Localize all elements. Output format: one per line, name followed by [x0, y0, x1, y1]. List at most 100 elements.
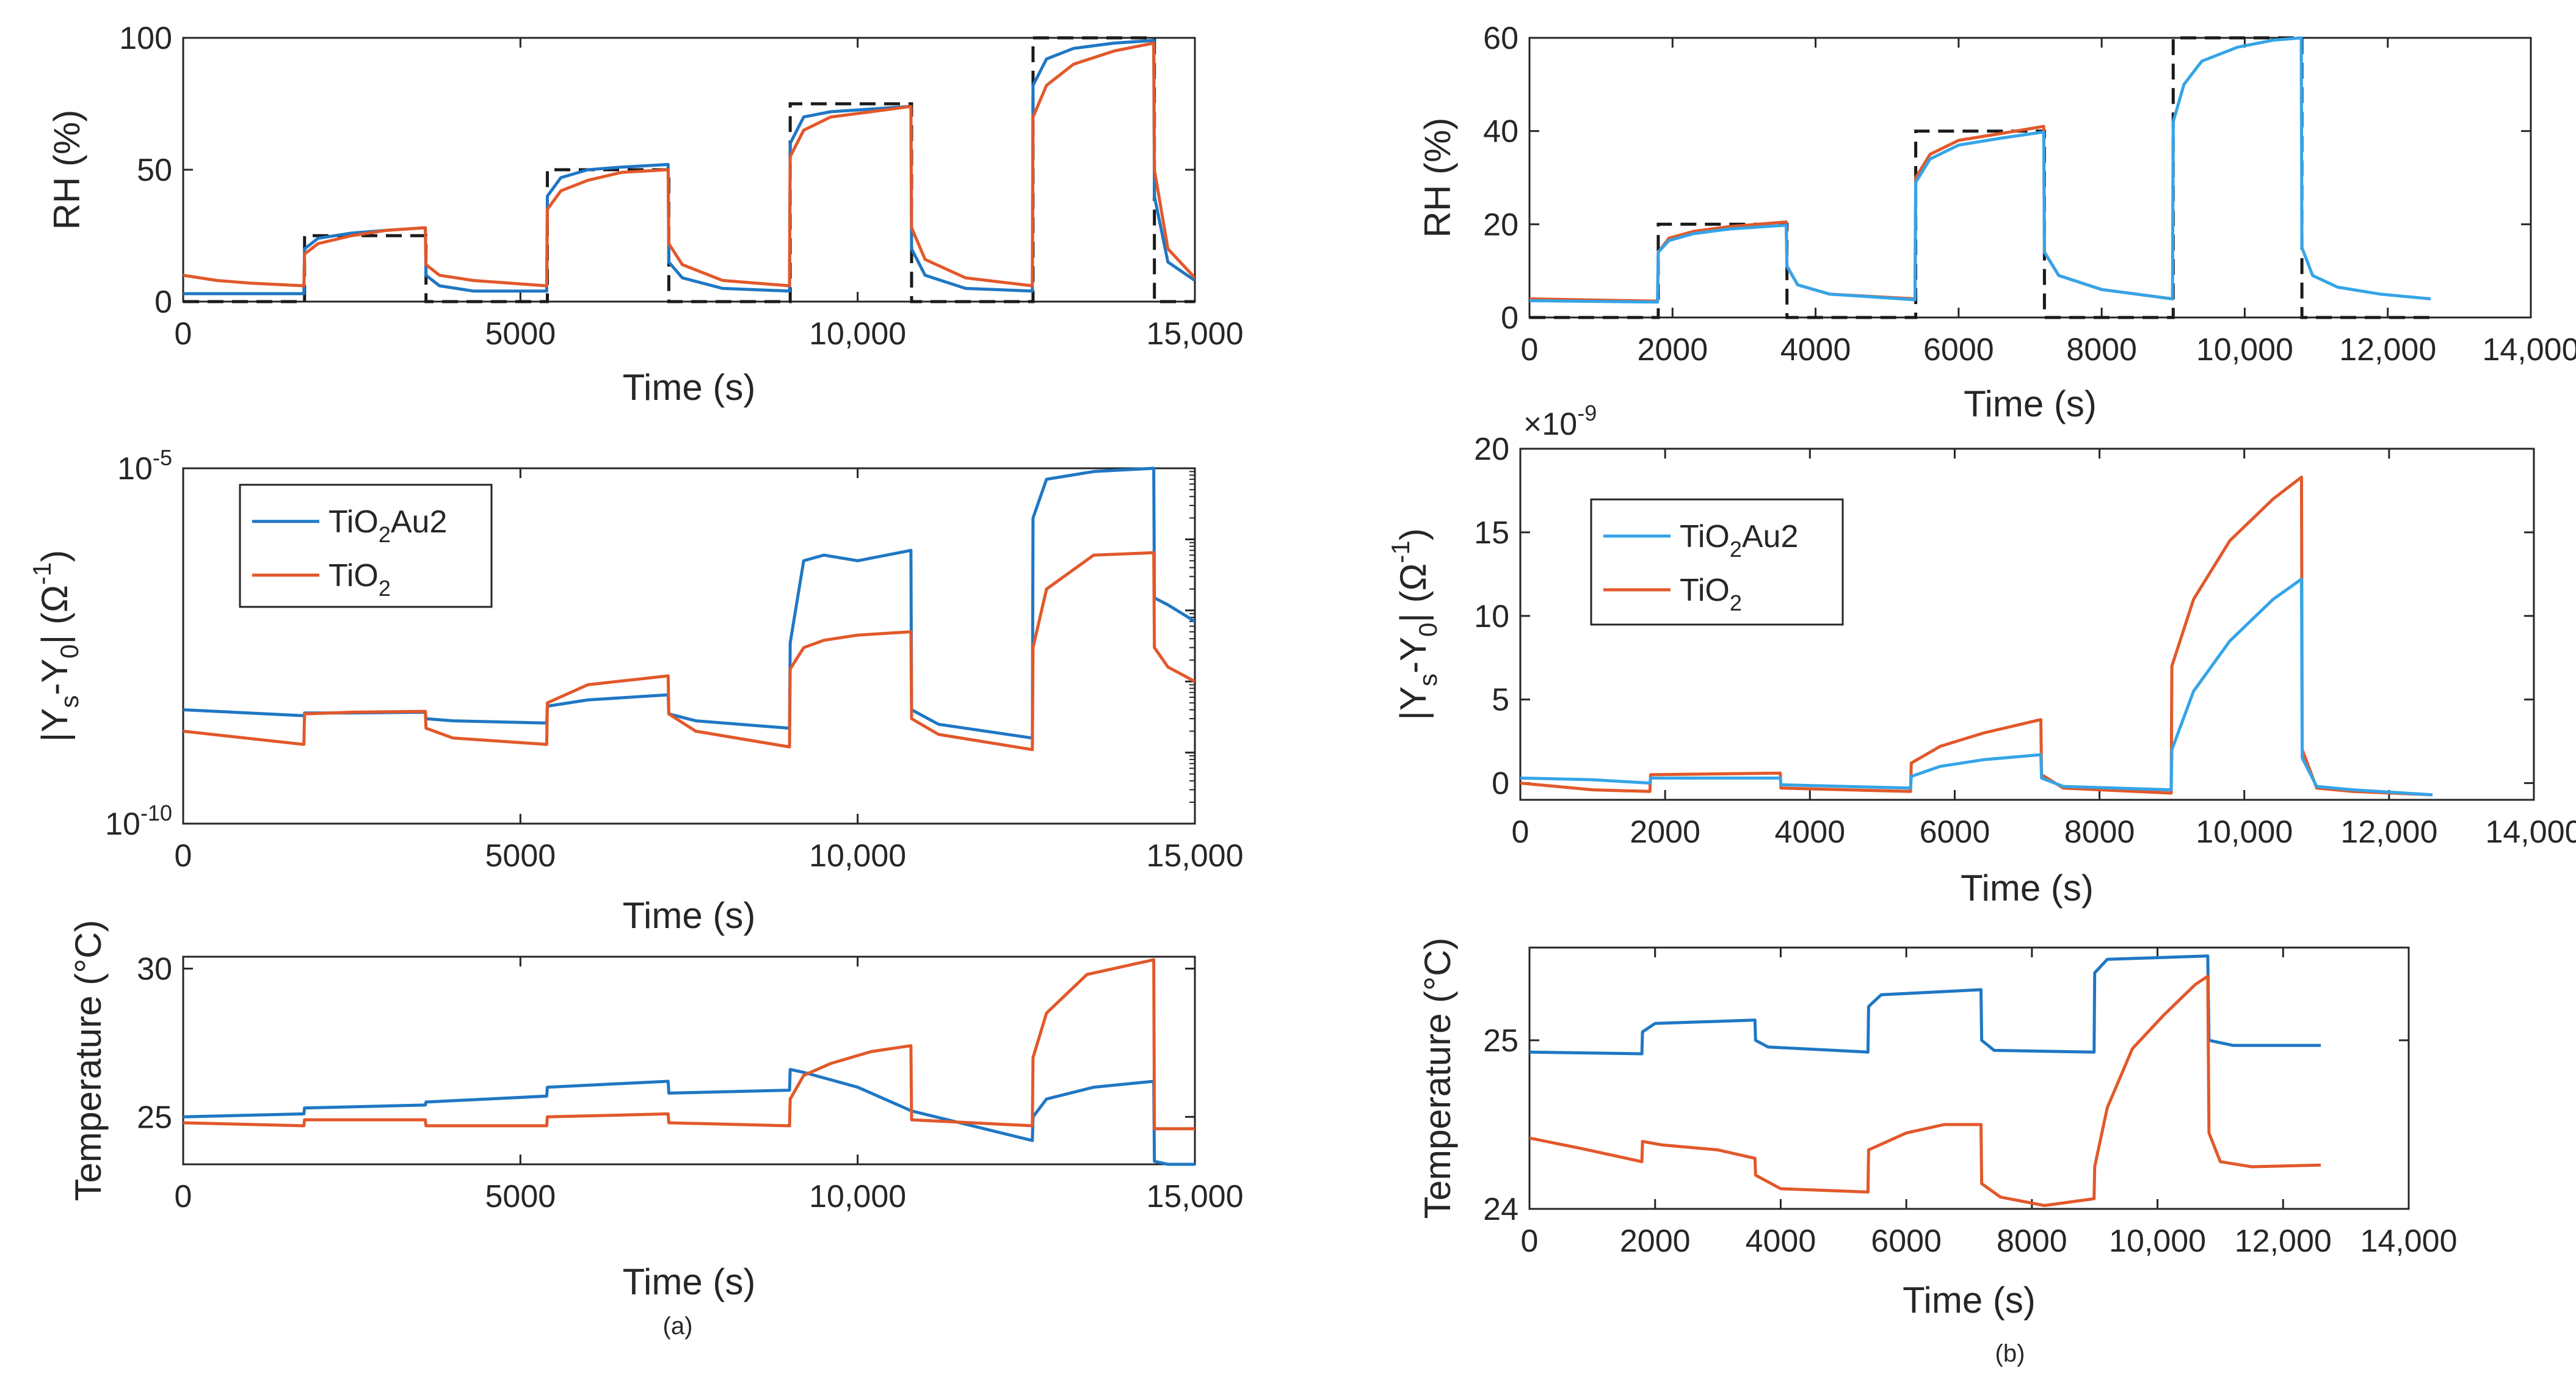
chart-b1: 0 2000 4000 6000 8000 10,000 12,000 14,000 0 20 40…	[1417, 21, 2576, 424]
x-tick-label: 10,000	[2109, 1224, 2206, 1259]
x-tick-label: 5000	[485, 316, 556, 352]
x-tick-label: 0	[1521, 332, 1539, 368]
x-tick-label: 4000	[1774, 814, 1845, 850]
series-line-tio2au2	[183, 1068, 1195, 1166]
x-tick-label: 15,000	[1146, 1179, 1243, 1214]
x-tick-label: 10,000	[2196, 332, 2293, 368]
x-tick-label: 6000	[1920, 814, 1990, 850]
chart-b3: 0 2000 4000 6000 8000 10,000 12,000 14,000 24 25 T…	[1417, 938, 2458, 1321]
axes-box	[1528, 946, 2410, 1210]
x-tick-label: 5000	[485, 838, 556, 874]
y-axis-label: |Ys​-Y0​| (Ω-1​)	[27, 550, 84, 742]
legend-entry: TiO2​	[328, 558, 391, 601]
y-axis-label: Temperature (°C)	[68, 920, 109, 1202]
x-tick-label: 10,000	[809, 838, 906, 874]
x-tick-label: 14,000	[2482, 332, 2576, 368]
y-tick-label: 50	[137, 153, 172, 188]
x-tick-label: 10,000	[809, 1179, 906, 1214]
y-axis-label: |Ys​-Y0​| (Ω-1​)	[1386, 528, 1442, 720]
rh-setpoint-line	[183, 36, 1195, 303]
series-line-tio2au2	[1520, 578, 2433, 797]
x-axis-label: Time (s)	[1903, 1280, 2036, 1321]
series-line-tio2	[183, 551, 1195, 752]
x-tick-label: 2000	[1620, 1224, 1691, 1259]
panel-label-a: (a)	[663, 1313, 693, 1340]
x-axis-label: Time (s)	[1964, 383, 2097, 424]
axes-box	[182, 467, 1196, 825]
x-axis-label: Time (s)	[623, 1261, 756, 1302]
y-tick-label: 24	[1483, 1192, 1518, 1227]
x-tick-label: 0	[175, 316, 192, 352]
series-line-tio2	[183, 42, 1195, 288]
x-tick-label: 15,000	[1146, 838, 1243, 874]
x-tick-label: 8000	[1997, 1224, 2067, 1259]
y-tick-label: 20	[1483, 207, 1518, 242]
legend: TiO2​Au2 TiO2​	[1590, 498, 1844, 626]
series-line-tio2au2	[1529, 954, 2321, 1056]
y-scale-note: ×10-9​	[1523, 401, 1597, 442]
panel-label-b: (b)	[1995, 1340, 2025, 1367]
y-tick-label: 5	[1492, 683, 1509, 718]
y-tick-label: 10-10​	[105, 800, 172, 842]
x-tick-label: 8000	[2064, 814, 2135, 850]
x-axis-label: Time (s)	[623, 895, 756, 936]
legend: TiO2​Au2 TiO2​	[239, 484, 493, 608]
x-tick-label: 6000	[1871, 1224, 1942, 1259]
y-tick-label: 10	[1474, 599, 1509, 634]
rh-setpoint-line	[1529, 36, 2431, 319]
x-tick-label: 14,000	[2360, 1224, 2457, 1259]
y-tick-label: 0	[1501, 300, 1518, 336]
x-tick-label: 14,000	[2485, 814, 2576, 850]
legend-entry: TiO2​Au2	[328, 504, 447, 547]
y-tick-label: 25	[1483, 1023, 1518, 1059]
y-tick-label: 10-5​	[117, 445, 172, 487]
legend-entry: TiO2​	[1680, 573, 1742, 615]
y-tick-label: 100	[119, 21, 172, 56]
axes-box	[1519, 448, 2535, 801]
chart-a3: 0 5000 10,000 15,000 25 30 Time (s) Temperature…	[68, 920, 1244, 1302]
y-tick-label: 20	[1474, 432, 1509, 467]
chart-a1: 0 5000 10,000 15,000 0 50 100 Time (s) RH (%)	[46, 21, 1244, 408]
x-tick-label: 0	[175, 1179, 192, 1214]
y-axis-label: Temperature (°C)	[1417, 938, 1458, 1219]
axes-box	[1528, 37, 2532, 319]
chart-b2: 0 2000 4000 6000 8000 10,000 12,000 14,000 0 5 10 1…	[1386, 401, 2576, 908]
x-tick-label: 12,000	[2235, 1224, 2332, 1259]
y-tick-label: 0	[154, 285, 172, 320]
x-tick-label: 12,000	[2339, 332, 2436, 368]
series-line-tio2	[1529, 974, 2321, 1207]
x-tick-label: 2000	[1630, 814, 1700, 850]
legend-entry: TiO2​Au2	[1680, 519, 1798, 562]
x-tick-label: 10,000	[2196, 814, 2293, 850]
y-tick-label: 15	[1474, 515, 1509, 551]
chart-a2: 0 5000 10,000 15,000 10-10​ 10-5​ Time (s) |Ys​…	[27, 445, 1244, 936]
y-tick-label: 40	[1483, 114, 1518, 150]
legend-box	[239, 484, 493, 608]
x-tick-label: 15,000	[1146, 316, 1243, 352]
x-tick-label: 0	[175, 838, 192, 874]
x-tick-label: 12,000	[2340, 814, 2437, 850]
y-axis-label: RH (%)	[46, 110, 87, 230]
x-axis-label: Time (s)	[1961, 868, 2094, 908]
y-tick-label: 30	[137, 951, 172, 987]
y-axis-label: RH (%)	[1417, 118, 1458, 238]
x-axis-label: Time (s)	[623, 367, 756, 408]
x-tick-label: 8000	[2066, 332, 2137, 368]
y-tick-label: 25	[137, 1100, 172, 1135]
x-tick-label: 6000	[1923, 332, 1994, 368]
x-tick-label: 2000	[1637, 332, 1708, 368]
series-line-tio2	[183, 958, 1195, 1131]
x-tick-label: 4000	[1746, 1224, 1816, 1259]
x-tick-label: 5000	[485, 1179, 556, 1214]
axes-box	[182, 956, 1196, 1166]
x-tick-label: 0	[1521, 1224, 1539, 1259]
x-tick-label: 0	[1512, 814, 1529, 850]
x-tick-label: 4000	[1780, 332, 1851, 368]
legend-box	[1590, 498, 1844, 626]
series-line-tio2au2	[1529, 36, 2431, 304]
y-tick-label: 60	[1483, 21, 1518, 56]
y-tick-label: 0	[1492, 766, 1509, 802]
x-tick-label: 10,000	[809, 316, 906, 352]
